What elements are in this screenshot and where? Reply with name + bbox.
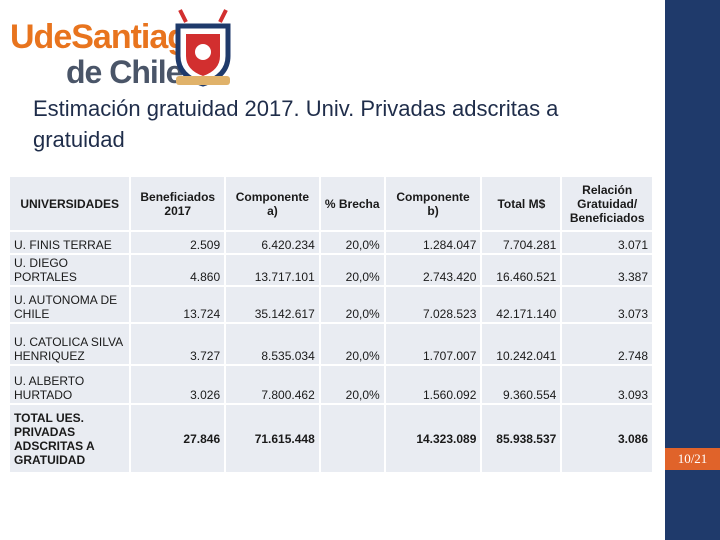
table-cell: 20,0%	[318, 364, 386, 405]
table-cell: 85.938.537	[480, 403, 563, 474]
slide-title: Estimación gratuidad 2017. Univ. Privada…	[33, 96, 559, 152]
header-cell: Total M$	[480, 175, 563, 232]
table-row: U. ALBERTO HURTADO 3.026 7.800.462 20,0% 1.5…	[7, 364, 654, 405]
table-cell: 6.420.234	[224, 230, 321, 255]
table-cell: 3.071	[560, 230, 654, 255]
table-cell: 7.028.523	[383, 285, 483, 324]
table-cell: 3.026	[129, 364, 227, 405]
table-cell: 14.323.089	[383, 403, 483, 474]
table-cell: 16.460.521	[480, 253, 563, 287]
table-cell: 20,0%	[318, 253, 386, 287]
table-cell: 3.093	[560, 364, 654, 405]
table-cell: 2.509	[129, 230, 227, 255]
table-row: U. DIEGO PORTALES 4.860 13.717.101 20,0% 2.7…	[7, 253, 654, 287]
header-cell: Componente a)	[224, 175, 321, 232]
data-table: UNIVERSIDADES Beneficiados 2017 Componente…	[7, 175, 654, 474]
table-cell: 13.724	[129, 285, 227, 324]
table-cell: 20,0%	[318, 285, 386, 324]
table-cell: U. CATOLICA SILVA HENRIQUEZ	[7, 322, 132, 366]
table-cell: 35.142.617	[224, 285, 321, 324]
table-cell: U. DIEGO PORTALES	[7, 253, 132, 287]
table-cell: 8.535.034	[224, 322, 321, 366]
crest	[175, 9, 231, 87]
table-cell: 10.242.041	[480, 322, 563, 366]
header-cell: Componente b)	[383, 175, 483, 232]
table-cell: U. AUTONOMA DE CHILE	[7, 285, 132, 324]
table-cell: 3.727	[129, 322, 227, 366]
header-row: UNIVERSIDADES Beneficiados 2017 Componente…	[7, 175, 654, 232]
table-cell: 1.560.092	[383, 364, 483, 405]
table-cell: 2.748	[560, 322, 654, 366]
page-number: 10/21	[665, 448, 720, 470]
table-row: U. AUTONOMA DE CHILE 13.724 35.142.617 20,0…	[7, 285, 654, 324]
table-cell: 9.360.554	[480, 364, 563, 405]
table-cell: 1.284.047	[383, 230, 483, 255]
table-cell: 3.073	[560, 285, 654, 324]
logo-text: UdeSantiago	[10, 18, 208, 56]
logo-text: de Chile	[66, 54, 183, 90]
table-cell: 2.743.420	[383, 253, 483, 287]
table-row: U. FINIS TERRAE 2.509 6.420.234 20,0% 1.284.…	[7, 230, 654, 255]
table-cell: U. FINIS TERRAE	[7, 230, 132, 255]
table-cell: 3.086	[560, 403, 654, 474]
table-cell: 3.387	[560, 253, 654, 287]
table-cell: 71.615.448	[224, 403, 321, 474]
table-cell	[318, 403, 386, 474]
header-cell: % Brecha	[318, 175, 386, 232]
table-cell: 4.860	[129, 253, 227, 287]
header-cell: Beneficiados 2017	[129, 175, 227, 232]
table-cell: TOTAL UES. PRIVADAS ADSCRITAS A GRATUIDA…	[7, 403, 132, 474]
table-cell: 13.717.101	[224, 253, 321, 287]
table-cell: 7.704.281	[480, 230, 563, 255]
header-cell: UNIVERSIDADES	[7, 175, 132, 232]
table-cell: 7.800.462	[224, 364, 321, 405]
table-cell: 42.171.140	[480, 285, 563, 324]
table-cell: U. ALBERTO HURTADO	[7, 364, 132, 405]
table-row: TOTAL UES. PRIVADAS ADSCRITAS A GRATUIDA…	[7, 403, 654, 474]
header-cell: Relación Gratuidad/ Beneficiados	[560, 175, 654, 232]
table-cell: 20,0%	[318, 322, 386, 366]
table-cell: 20,0%	[318, 230, 386, 255]
table-row: U. CATOLICA SILVA HENRIQUEZ 3.727 8.535.03…	[7, 322, 654, 366]
table-cell: 1.707.007	[383, 322, 483, 366]
table-cell: 27.846	[129, 403, 227, 474]
